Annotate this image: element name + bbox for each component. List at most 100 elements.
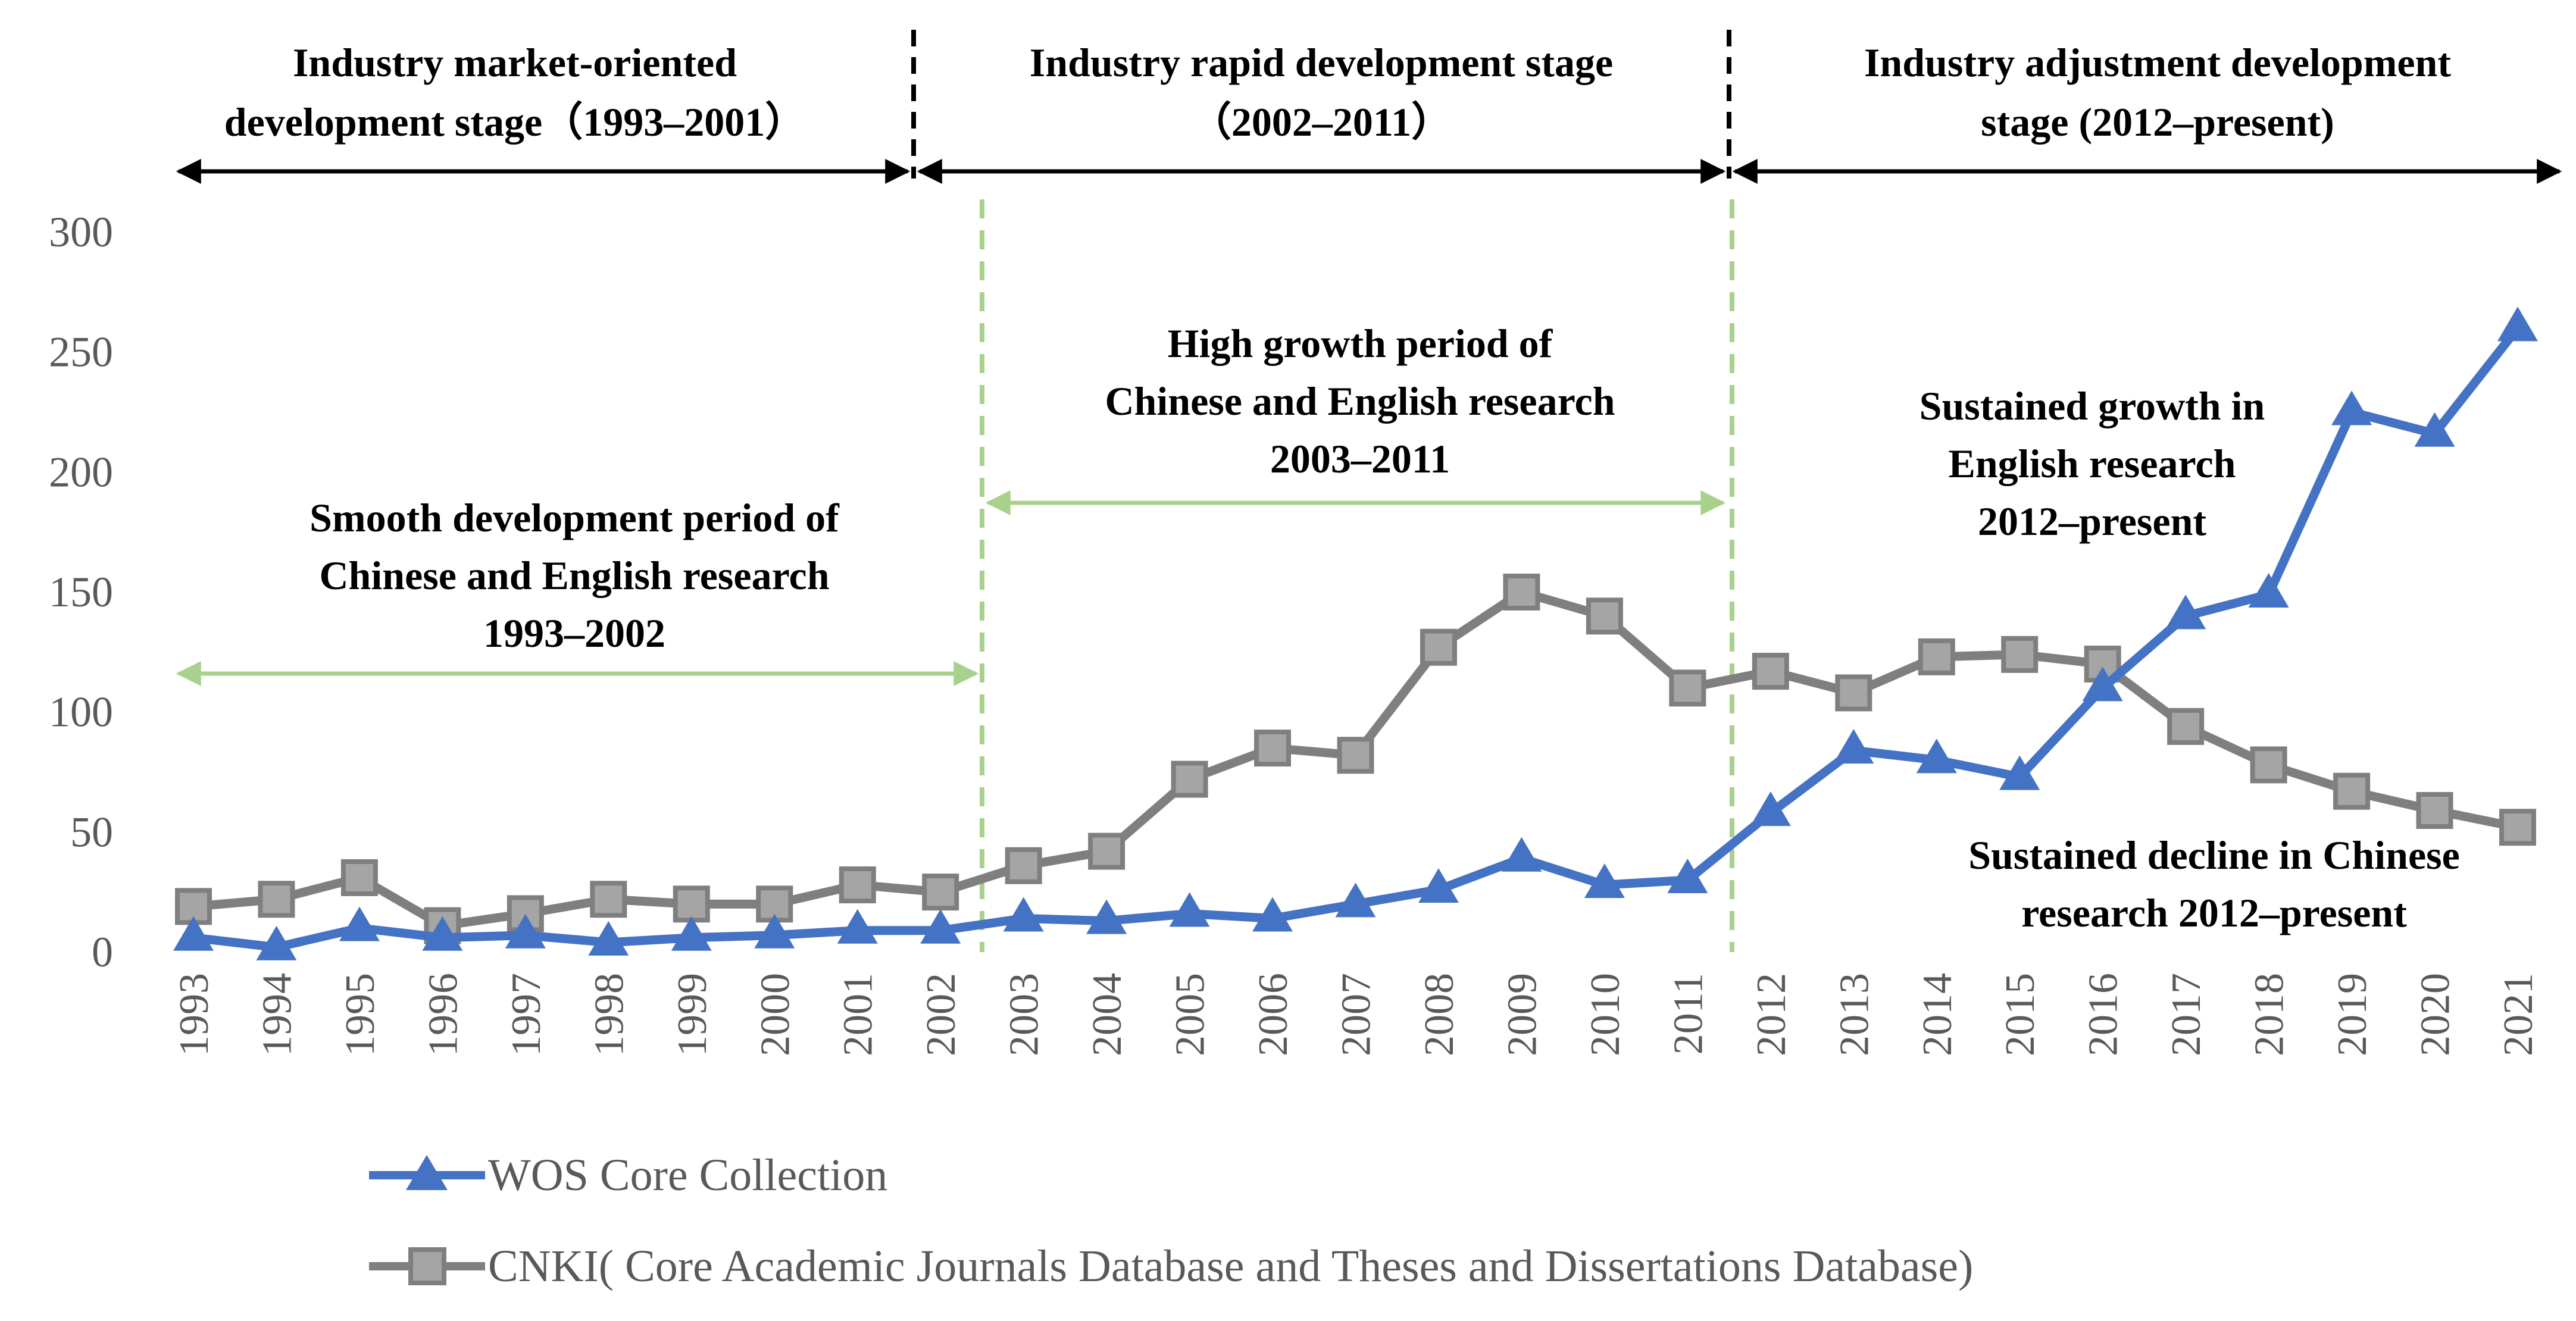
x-tick-label: 2015 (1997, 973, 2043, 1056)
cnki-data-point (1752, 653, 1789, 690)
cnki-data-point (2499, 809, 2536, 846)
stage-1-title-line1: Industry market-oriented (293, 40, 737, 85)
cnki-data-point (2001, 636, 2039, 673)
cnki-data-point (2416, 792, 2453, 829)
decline-annotation-line2: research 2012–present (2021, 890, 2407, 935)
wos-data-point (2497, 306, 2538, 342)
period-arrows (176, 199, 1734, 952)
wos-data-point (2331, 390, 2372, 425)
y-axis-ticks: 0 50 100 150 200 250 300 (49, 208, 113, 976)
x-tick-label: 2004 (1084, 973, 1130, 1056)
cnki-data-point (1254, 730, 1292, 767)
legend-cnki-marker (408, 1247, 446, 1285)
cnki-data-point (258, 881, 295, 918)
wos-data-point (1418, 868, 1459, 903)
cnki-data-point (1005, 847, 1042, 884)
y-tick-label: 50 (70, 808, 113, 856)
wos-data-point (2082, 666, 2123, 702)
x-tick-label: 2012 (1749, 973, 1795, 1056)
cnki-data-point (1918, 638, 1955, 675)
x-tick-label: 1993 (171, 973, 217, 1056)
x-tick-label: 2016 (2081, 973, 2127, 1056)
x-tick-label: 2011 (1665, 973, 1711, 1054)
data-series (173, 306, 2538, 960)
wos-data-point (920, 909, 961, 944)
legend-wos-label: WOS Core Collection (488, 1150, 887, 1200)
y-tick-label: 150 (49, 568, 113, 616)
growth-annotation-line1: Sustained growth in (1920, 383, 2265, 428)
wos-data-point (173, 916, 214, 951)
cnki-data-point (1171, 760, 1208, 798)
wos-data-point (1335, 882, 1376, 918)
cnki-data-point (340, 859, 378, 896)
wos-data-point (588, 921, 629, 956)
x-axis-ticks: 1993 1994 1995 1996 1997 1998 1999 2000 2001 2002… (171, 973, 2541, 1056)
growth-annotation-line2: English research (1949, 441, 2236, 486)
legend-wos-marker (406, 1155, 448, 1190)
period-2-label-line3: 2003–2011 (1270, 436, 1450, 481)
cnki-data-point (1088, 832, 1126, 870)
x-tick-label: 2021 (2496, 973, 2541, 1056)
x-tick-label: 2008 (1417, 973, 1462, 1056)
y-tick-label: 0 (92, 928, 113, 976)
wos-data-point (2414, 412, 2455, 447)
x-tick-label: 2000 (752, 973, 798, 1056)
x-tick-label: 1996 (420, 973, 466, 1056)
x-tick-label: 1995 (337, 973, 383, 1056)
stage-1-title-line2: development stage（1993–2001） (224, 99, 805, 145)
stage-2-title-line1: Industry rapid development stage (1030, 40, 1613, 85)
wos-data-point (505, 913, 546, 949)
x-tick-label: 2020 (2413, 973, 2459, 1056)
wos-data-point (1750, 791, 1791, 827)
x-tick-label: 1997 (504, 973, 549, 1056)
wos-data-point (256, 925, 297, 960)
cnki-data-point (2250, 746, 2287, 784)
cnki-data-point (922, 874, 959, 911)
period-1-label-line3: 1993–2002 (483, 611, 665, 656)
x-tick-label: 2017 (2164, 973, 2209, 1056)
x-tick-label: 2006 (1251, 973, 1296, 1056)
wos-data-point (1003, 897, 1044, 932)
stage-3-title-line1: Industry adjustment development (1864, 40, 2451, 85)
legend-cnki-label: CNKI( Core Academic Journals Database an… (488, 1241, 1973, 1291)
wos-data-point (1667, 859, 1708, 893)
wos-data-point (339, 906, 380, 941)
x-tick-label: 2007 (1334, 973, 1380, 1056)
cnki-data-point (1337, 737, 1374, 774)
wos-data-point (2248, 573, 2289, 608)
wos-data-point (1086, 899, 1127, 934)
growth-annotation-line3: 2012–present (1978, 499, 2206, 544)
cnki-data-point (1669, 669, 1706, 707)
legend: WOS Core Collection CNKI( Core Academic … (369, 1150, 1973, 1291)
period-1-label-line2: Chinese and English research (319, 553, 829, 598)
wos-data-point (837, 909, 878, 944)
wos-data-point (754, 913, 795, 949)
wos-data-point (671, 916, 712, 951)
x-tick-label: 2019 (2330, 973, 2375, 1056)
cnki-data-point (590, 881, 627, 918)
x-tick-label: 2013 (1831, 973, 1877, 1056)
period-2-label-line1: High growth period of (1168, 321, 1553, 366)
period-2-label-line2: Chinese and English research (1105, 378, 1615, 424)
x-tick-label: 2009 (1499, 973, 1545, 1056)
stage-2-title-line2: （2002–2011） (1191, 99, 1452, 145)
wos-data-point (1252, 897, 1293, 932)
cnki-data-point (2167, 708, 2205, 745)
cnki-data-point (673, 885, 710, 923)
wos-data-point (422, 916, 463, 951)
y-tick-label: 250 (49, 328, 113, 376)
period-1-label-line1: Smooth development period of (310, 495, 840, 540)
x-tick-label: 2014 (1915, 973, 1961, 1056)
wos-data-point (1999, 755, 2040, 790)
wos-data-point (1833, 729, 1874, 764)
x-tick-label: 2003 (1002, 973, 1048, 1056)
cnki-data-point (839, 866, 876, 904)
cnki-data-point (2333, 772, 2371, 810)
x-tick-label: 1998 (586, 973, 632, 1056)
wos-data-point (1501, 837, 1542, 872)
x-tick-label: 2002 (918, 973, 964, 1056)
cnki-data-point (1835, 674, 1872, 712)
x-tick-label: 1994 (254, 973, 300, 1056)
wos-data-point (2165, 594, 2206, 630)
